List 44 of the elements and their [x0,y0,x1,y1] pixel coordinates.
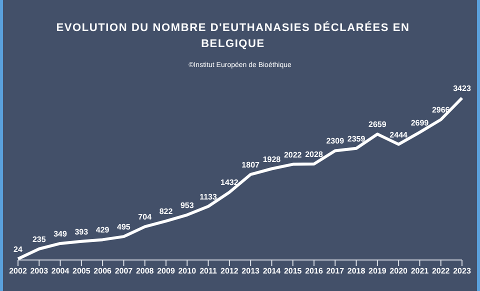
data-label: 1928 [262,154,282,164]
x-tick-label: 2018 [347,266,366,276]
x-tick-label: 2012 [220,266,239,276]
data-label: 3423 [453,84,472,93]
x-tick-label: 2002 [9,266,28,276]
data-label: 1133 [200,192,218,202]
data-label: 235 [32,234,46,244]
x-tick-label: 2009 [157,266,176,276]
data-label: 704 [138,212,152,222]
chart-title: EVOLUTION DU NOMBRE D'EUTHANASIES DÉCLARÉES EN BELGIQUE [55,20,411,52]
x-tick-label: 2016 [305,266,324,276]
data-label: 2444 [390,130,408,140]
data-label: 429 [96,226,110,235]
x-tick-label: 2003 [30,266,49,276]
data-label: 349 [54,229,68,238]
data-label: 953 [180,200,194,210]
x-tick-label: 2004 [51,266,70,276]
data-label: 393 [74,227,89,236]
x-tick-label: 2017 [326,266,345,276]
data-label: 2659 [368,120,387,130]
x-tick-label: 2010 [178,266,197,276]
data-label: 2359 [347,134,366,144]
x-tick-label: 2014 [262,266,282,276]
data-label: 2699 [410,118,430,128]
x-tick-label: 2015 [284,266,302,276]
x-tick-label: 2006 [94,266,112,276]
x-tick-label: 2021 [410,266,430,276]
x-tick-label: 2019 [368,266,387,276]
data-label: 822 [159,207,174,216]
data-label: 495 [117,222,131,232]
x-tick-label: 2013 [242,266,260,276]
x-tick-label: 2023 [453,266,472,276]
data-label: 2022 [284,150,302,160]
data-label: 2309 [326,136,345,146]
data-label: 2028 [305,150,324,160]
data-label: 24 [14,244,23,254]
x-tick-label: 2007 [114,266,134,276]
x-tick-label: 2020 [390,266,408,276]
x-tick-label: 2011 [200,266,218,276]
data-label: 1432 [220,178,239,188]
data-label: 1807 [242,160,260,170]
x-tick-label: 2008 [136,266,154,276]
x-tick-label: 2005 [72,266,91,276]
x-tick-label: 2022 [432,266,450,276]
